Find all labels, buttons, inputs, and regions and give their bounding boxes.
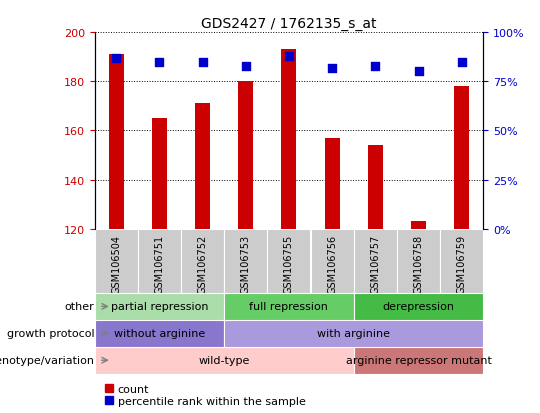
Bar bbox=[138, 229, 181, 293]
Text: GSM106759: GSM106759 bbox=[457, 234, 467, 293]
Text: GSM106751: GSM106751 bbox=[154, 234, 164, 293]
Bar bbox=[411, 222, 426, 229]
Bar bbox=[94, 293, 224, 320]
Point bbox=[241, 63, 250, 70]
Text: GSM106756: GSM106756 bbox=[327, 234, 337, 293]
Point bbox=[155, 59, 164, 66]
Bar bbox=[238, 82, 253, 229]
Point bbox=[285, 53, 293, 60]
Bar bbox=[94, 229, 138, 293]
Bar bbox=[454, 87, 469, 229]
Text: GSM106753: GSM106753 bbox=[241, 234, 251, 293]
Legend: count, percentile rank within the sample: count, percentile rank within the sample bbox=[100, 379, 310, 411]
Point bbox=[457, 59, 466, 66]
Bar bbox=[281, 50, 296, 229]
Bar bbox=[440, 229, 483, 293]
Text: without arginine: without arginine bbox=[114, 328, 205, 339]
Text: full repression: full repression bbox=[249, 301, 328, 312]
Bar bbox=[152, 119, 167, 229]
Text: genotype/variation: genotype/variation bbox=[0, 355, 94, 366]
Bar bbox=[109, 55, 124, 229]
Bar bbox=[397, 229, 440, 293]
Bar bbox=[368, 146, 383, 229]
Bar bbox=[354, 347, 483, 374]
Bar bbox=[310, 229, 354, 293]
Bar bbox=[267, 229, 310, 293]
Text: arginine repressor mutant: arginine repressor mutant bbox=[346, 355, 491, 366]
Text: with arginine: with arginine bbox=[317, 328, 390, 339]
Bar bbox=[354, 229, 397, 293]
Text: derepression: derepression bbox=[382, 301, 455, 312]
Bar bbox=[354, 293, 483, 320]
Bar bbox=[195, 104, 210, 229]
Text: GSM106504: GSM106504 bbox=[111, 234, 121, 293]
Title: GDS2427 / 1762135_s_at: GDS2427 / 1762135_s_at bbox=[201, 17, 377, 31]
Point bbox=[414, 69, 423, 76]
Bar bbox=[224, 320, 483, 347]
Bar bbox=[224, 293, 354, 320]
Text: wild-type: wild-type bbox=[198, 355, 250, 366]
Bar bbox=[181, 229, 224, 293]
Bar bbox=[224, 229, 267, 293]
Bar bbox=[94, 320, 224, 347]
Text: GSM106752: GSM106752 bbox=[198, 234, 207, 294]
Point bbox=[198, 59, 207, 66]
Text: other: other bbox=[65, 301, 94, 312]
Point bbox=[371, 63, 380, 70]
Text: GSM106758: GSM106758 bbox=[414, 234, 423, 293]
Bar bbox=[94, 347, 354, 374]
Text: GSM106757: GSM106757 bbox=[370, 234, 380, 294]
Point bbox=[328, 65, 336, 72]
Text: growth protocol: growth protocol bbox=[7, 328, 94, 339]
Point bbox=[112, 55, 120, 62]
Text: partial repression: partial repression bbox=[111, 301, 208, 312]
Bar bbox=[325, 138, 340, 229]
Text: GSM106755: GSM106755 bbox=[284, 234, 294, 294]
